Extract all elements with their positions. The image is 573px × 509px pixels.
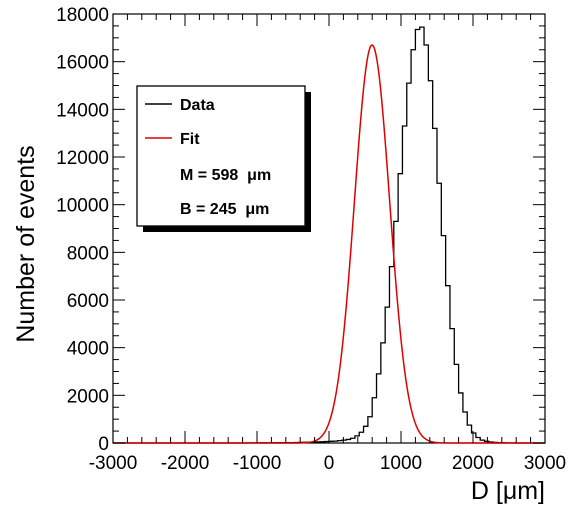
y-tick-label: 6000 <box>67 291 109 312</box>
legend-note-width: B = 245 μm <box>180 201 269 218</box>
y-tick-label: 0 <box>98 434 109 455</box>
legend-label-data: Data <box>180 97 215 114</box>
y-tick-label: 16000 <box>56 53 109 74</box>
y-tick-label: 2000 <box>67 386 109 407</box>
x-axis-title: D [μm] <box>471 477 545 505</box>
y-tick-label: 8000 <box>67 243 109 264</box>
x-tick-label: -1000 <box>233 453 282 474</box>
axis-ticks: -3000 -2000 -1000 0 1000 2000 3000 0 2000 4000 600… <box>56 5 566 474</box>
x-tick-label: -2000 <box>161 453 210 474</box>
y-tick-label: 14000 <box>56 100 109 121</box>
legend: Data Fit M = 598 μm B = 245 μm <box>136 85 311 232</box>
y-axis-title: Number of events <box>12 145 40 342</box>
y-tick-label: 4000 <box>67 339 109 360</box>
y-tick-label: 10000 <box>56 196 109 217</box>
x-tick-label: 0 <box>324 453 335 474</box>
x-tick-label: -3000 <box>89 453 138 474</box>
legend-label-fit: Fit <box>180 131 200 148</box>
y-tick-label: 18000 <box>56 5 109 26</box>
x-tick-label: 3000 <box>524 453 566 474</box>
x-tick-label: 1000 <box>380 453 422 474</box>
legend-note-mean: M = 598 μm <box>180 167 271 184</box>
x-tick-label: 2000 <box>452 453 494 474</box>
legend-box <box>136 85 306 227</box>
y-tick-label: 12000 <box>56 148 109 169</box>
